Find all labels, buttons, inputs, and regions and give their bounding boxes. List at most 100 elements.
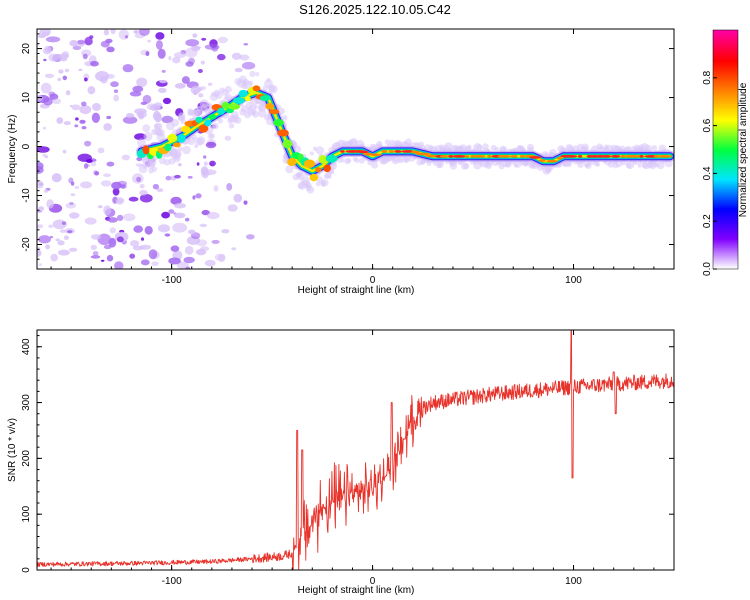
colorbar-step: [713, 177, 738, 180]
heatmap-noise-cell: [57, 240, 65, 246]
colorbar-step: [713, 209, 738, 212]
colorbar-step: [713, 31, 738, 35]
heatmap-noise-cell: [112, 188, 120, 196]
heatmap-halo-cell: [354, 158, 360, 163]
colorbar-step: [713, 195, 738, 198]
heatmap-noise-cell: [141, 237, 144, 241]
heatmap-noise-cell: [116, 214, 124, 221]
ridge-hotspot: [394, 150, 402, 153]
heatmap-noise-cell: [90, 244, 98, 251]
colorbar-step: [713, 45, 738, 49]
heatmap-noise-cell: [90, 60, 99, 67]
heatmap-halo-cell: [449, 162, 458, 170]
colorbar-tick-label: 0.8: [702, 70, 713, 84]
heatmap-noise-cell: [38, 263, 43, 266]
heatmap-halo-cell: [482, 143, 489, 150]
heatmap-noise-cell: [203, 161, 208, 166]
heatmap-noise-cell: [106, 254, 114, 262]
heatmap-noise-cell: [164, 233, 171, 237]
heatmap-noise-cell: [103, 29, 110, 36]
heatmap-halo-cell: [321, 179, 329, 187]
colorbar-step: [713, 109, 738, 113]
heatmap-noise-cell: [139, 184, 145, 189]
colorbar-step: [713, 253, 738, 256]
heatmap-noise-cell: [231, 247, 237, 251]
heatmap-noise-cell: [44, 155, 49, 159]
colorbar-step: [713, 63, 738, 67]
colorbar-step: [713, 173, 738, 176]
heatmap-noise-cell: [77, 39, 85, 45]
colorbar-step: [713, 30, 738, 33]
heatmap-halo-cell: [306, 185, 315, 194]
colorbar-step: [713, 37, 738, 41]
heatmap-halo-cell: [358, 157, 365, 164]
heatmap-noise-cell: [209, 160, 216, 167]
heatmap-noise-cell: [129, 91, 142, 97]
heatmap-noise-cell: [108, 237, 117, 248]
heatmap-noise-cell: [148, 249, 158, 260]
heatmap-halo-cell: [255, 72, 260, 77]
heatmap-noise-cell: [201, 169, 209, 179]
ridge-blob: [191, 120, 198, 127]
heatmap-noise-cell: [42, 126, 47, 130]
heatmap-noise-cell: [59, 57, 68, 62]
spectrogram-ylabel: Frequency (Hz): [7, 115, 18, 184]
heatmap-noise-cell: [221, 229, 230, 234]
heatmap-noise-cell: [196, 162, 200, 166]
heatmap-noise-cell: [142, 94, 152, 104]
heatmap-noise-cell: [45, 244, 50, 250]
heatmap-halo-cell: [384, 139, 391, 145]
heatmap-noise-cell: [154, 112, 162, 123]
ridge-hotspot: [369, 153, 382, 157]
ridge-hotspot: [620, 155, 627, 158]
colorbar-step: [713, 35, 738, 39]
colorbar-step: [713, 205, 738, 208]
ridge-blob: [176, 134, 186, 143]
colorbar-step: [713, 169, 738, 173]
heatmap-noise-cell: [147, 39, 152, 43]
heatmap-noise-cell: [224, 135, 232, 141]
heatmap-noise-cell: [111, 181, 122, 190]
colorbar-step: [713, 105, 738, 109]
heatmap-noise-cell: [94, 171, 100, 176]
heatmap-noise-cell: [63, 121, 71, 126]
colorbar-step: [713, 207, 738, 210]
heatmap-noise-cell: [37, 146, 50, 153]
colorbar-step: [713, 213, 738, 216]
colorbar-tick-label: 0.4: [702, 166, 713, 180]
heatmap-noise-cell: [203, 155, 207, 159]
heatmap-halo-cell: [155, 123, 163, 130]
ridge-hotspot: [415, 152, 431, 156]
heatmap-noise-cell: [174, 212, 186, 219]
ridge-hotspot: [401, 150, 415, 153]
colorbar-step: [713, 107, 738, 111]
heatmap-noise-cell: [57, 249, 70, 256]
colorbar-step: [713, 65, 738, 69]
colorbar-step: [713, 193, 738, 196]
heatmap-noise-cell: [74, 186, 80, 189]
colorbar-step: [713, 111, 738, 115]
heatmap-noise-cell: [40, 82, 52, 94]
heatmap-noise-cell: [195, 248, 207, 256]
heatmap-noise-cell: [192, 33, 198, 38]
heatmap-noise-cell: [48, 91, 56, 97]
ridge-hotspot: [388, 150, 395, 153]
heatmap-noise-cell: [62, 75, 67, 81]
heatmap-noise-cell: [103, 123, 112, 131]
colorbar-step: [713, 33, 738, 37]
colorbar-step: [713, 95, 738, 99]
colorbar-step: [713, 47, 738, 51]
x-tick-label: -100: [162, 576, 182, 587]
heatmap-noise-cell: [51, 173, 62, 183]
heatmap-noise-cell: [77, 153, 92, 162]
heatmap-noise-cell: [226, 183, 233, 191]
heatmap-noise-cell: [196, 239, 208, 247]
x-tick-label: 100: [565, 576, 582, 587]
heatmap-halo-cell: [191, 134, 198, 141]
heatmap-halo-cell: [217, 118, 223, 124]
heatmap-noise-cell: [199, 223, 208, 228]
colorbar-step: [713, 99, 738, 103]
ridge-blob: [265, 103, 275, 110]
heatmap-halo-cell: [525, 161, 530, 166]
heatmap-noise-cell: [239, 54, 250, 61]
